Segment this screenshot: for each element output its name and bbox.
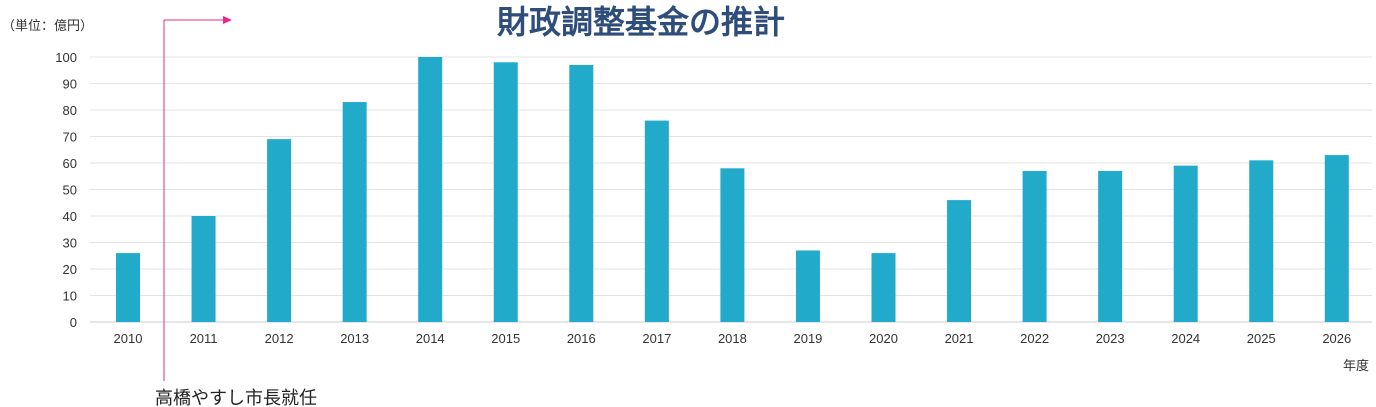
bar	[720, 168, 745, 322]
y-axis-ticks: 0 10 20 30 40 50 60 70 80 90 100	[55, 50, 77, 330]
bar	[1249, 160, 1274, 322]
x-tick-label: 2019	[793, 331, 822, 346]
annotation: 高橋やすし市長就任	[155, 16, 317, 407]
bar	[418, 57, 443, 322]
bar	[795, 250, 820, 322]
bar	[1173, 165, 1198, 322]
y-tick-label: 30	[63, 236, 77, 251]
unit-label: （単位：億円）	[2, 18, 93, 34]
y-tick-label: 90	[63, 77, 77, 92]
y-tick-label: 100	[55, 50, 77, 65]
x-tick-label: 2018	[718, 331, 747, 346]
bar	[644, 120, 669, 322]
x-tick-label: 2012	[265, 331, 294, 346]
annotation-label: 高橋やすし市長就任	[155, 388, 317, 407]
x-tick-label: 2020	[869, 331, 898, 346]
y-tick-label: 70	[63, 130, 77, 145]
x-axis-label: 年度	[1343, 358, 1369, 374]
x-tick-label: 2013	[340, 331, 369, 346]
x-tick-label: 2025	[1247, 331, 1276, 346]
bar	[1324, 155, 1349, 322]
bar	[493, 62, 518, 323]
x-axis-ticks: 2010 2011 2012 2013 2014 2015 2016 2017 2018 2019…	[114, 331, 1352, 346]
x-tick-label: 2011	[190, 331, 218, 346]
x-tick-label: 2014	[416, 331, 445, 346]
bar	[871, 253, 896, 322]
x-tick-label: 2010	[114, 331, 143, 346]
bar	[947, 200, 972, 322]
x-tick-label: 2026	[1322, 331, 1351, 346]
bar	[342, 102, 367, 322]
y-tick-label: 20	[63, 262, 77, 277]
y-tick-label: 40	[63, 209, 77, 224]
bar	[569, 64, 594, 322]
annotation-arrowhead	[223, 16, 232, 24]
y-tick-label: 80	[63, 103, 77, 118]
bar	[116, 253, 140, 322]
y-tick-label: 0	[70, 315, 77, 330]
bars	[116, 57, 1349, 323]
y-tick-label: 10	[63, 289, 77, 304]
x-tick-label: 2024	[1171, 331, 1200, 346]
bar	[267, 139, 292, 322]
x-tick-label: 2016	[567, 331, 596, 346]
x-tick-label: 2022	[1020, 331, 1049, 346]
x-tick-label: 2017	[642, 331, 671, 346]
chart-title: 財政調整基金の推計	[497, 3, 785, 41]
bar	[1098, 170, 1123, 322]
x-tick-label: 2015	[491, 331, 520, 346]
bar	[191, 216, 216, 322]
bar	[1022, 170, 1047, 322]
y-tick-label: 60	[63, 156, 77, 171]
x-tick-label: 2021	[945, 331, 974, 346]
y-tick-label: 50	[63, 183, 77, 198]
x-tick-label: 2023	[1096, 331, 1125, 346]
